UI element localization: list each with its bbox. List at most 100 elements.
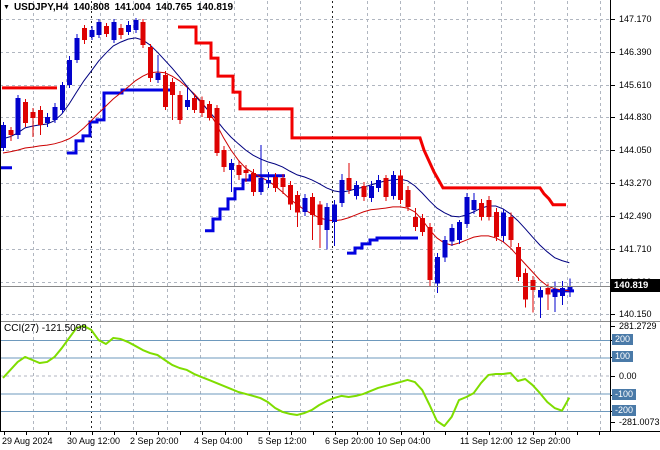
cci-axis-label: 0.00 (619, 371, 637, 381)
candle-bear (214, 108, 220, 154)
candle-bull (464, 197, 470, 225)
candle-bull (552, 288, 558, 297)
candle-bull (89, 29, 95, 38)
cci-level-badge: -200 (612, 405, 637, 416)
candle-bear (192, 98, 198, 111)
candle-bull (265, 179, 271, 184)
time-axis-label: 6 Sep 20:00 (325, 436, 374, 446)
candle-bull (15, 98, 21, 135)
candle-bull (1, 124, 6, 149)
candle-bear (317, 204, 323, 225)
candle-bear (295, 195, 301, 213)
candle-bull (354, 184, 360, 196)
candle-bull (457, 221, 463, 241)
candle-bear (383, 177, 389, 198)
candle-bear (427, 227, 433, 280)
candle-bull (229, 163, 235, 170)
price-axis-label: 145.610 (619, 80, 652, 90)
support-step-line (67, 88, 170, 155)
candle-bull (67, 60, 73, 85)
time-axis-label: 29 Aug 2024 (2, 436, 53, 446)
time-axis-label: 4 Sep 04:00 (194, 436, 243, 446)
cci-levels-layer (0, 339, 610, 413)
candle-bull (111, 21, 117, 41)
candle-bear (508, 216, 514, 241)
resistance-step-line (178, 25, 566, 207)
time-axis-label: 30 Aug 12:00 (67, 436, 121, 446)
candle-bear (103, 26, 109, 35)
trend-lines-layer (0, 25, 574, 293)
candle-bull (442, 240, 448, 258)
frame-layer (0, 0, 660, 435)
candle-bear (81, 27, 87, 41)
candle-bear (398, 175, 404, 201)
ma-slow-line (2, 71, 570, 292)
candle-bear (545, 287, 551, 295)
candle-bear (346, 177, 352, 191)
candle-bull (567, 285, 573, 290)
candle-bear (37, 110, 43, 125)
current-price-badge: 140.819 (611, 279, 660, 292)
candle-bull (302, 198, 308, 212)
candle-bull (449, 227, 455, 242)
candle-bear (30, 111, 36, 118)
candles-layer (1, 18, 573, 318)
candle-bull (74, 37, 80, 61)
symbol-period-label: USDJPY,H4 (13, 2, 69, 13)
cci-line (2, 324, 571, 427)
candle-bear (479, 203, 485, 217)
ohlc-high: 141.004 (114, 2, 151, 13)
price-axis-label: 144.830 (619, 112, 652, 122)
candle-bear (273, 177, 279, 188)
candle-bear (8, 129, 14, 135)
candle-bear (309, 197, 315, 215)
candle-bull (184, 100, 190, 107)
candle-bear (515, 246, 521, 278)
candle-bear (280, 177, 286, 188)
candle-bull (368, 185, 374, 199)
time-axis-label: 12 Sep 20:00 (517, 436, 571, 446)
candle-bear (405, 190, 411, 207)
candle-bull (59, 84, 65, 111)
candle-bull (96, 21, 102, 35)
candle-bull (339, 179, 345, 204)
candle-bear (420, 217, 426, 233)
price-axis-label: 143.270 (619, 178, 652, 188)
price-axis-label: 141.710 (619, 244, 652, 254)
candle-bear (412, 216, 418, 228)
cci-level-badge: -100 (612, 389, 637, 400)
time-axis-label: 10 Sep 04:00 (377, 436, 431, 446)
cci-axis-label: -281.0073 (619, 417, 660, 427)
candle-bear (206, 103, 212, 118)
time-axis-label: 5 Sep 12:00 (258, 436, 307, 446)
time-axis-label: 11 Sep 12:00 (460, 436, 513, 446)
cci-line-layer (2, 324, 571, 427)
cci-level-badge: 100 (612, 351, 634, 362)
candle-bear (199, 100, 205, 114)
candle-bull (537, 290, 543, 298)
candle-bear (486, 200, 492, 217)
candle-bull (52, 106, 58, 120)
candle-bear (177, 95, 183, 120)
candle-bear (140, 21, 146, 46)
candle-bear (170, 82, 176, 96)
price-axis-label: 142.490 (619, 211, 652, 221)
candle-bear (251, 172, 257, 193)
candle-bull (471, 200, 477, 210)
candle-bear (287, 184, 293, 205)
candle-bull (501, 212, 507, 236)
chart-title: ▼ USDJPY,H4 140.808 141.004 140.765 140.819 (3, 2, 233, 13)
candle-bear (23, 101, 29, 123)
ohlc-open: 140.808 (73, 2, 110, 13)
candle-bull (126, 24, 132, 33)
ohlc-low: 140.765 (155, 2, 192, 13)
time-axis-label: 2 Sep 20:00 (130, 436, 179, 446)
candle-bull (155, 72, 161, 80)
candle-bear (148, 47, 154, 78)
candle-bear (162, 74, 168, 107)
candle-bear (361, 185, 367, 198)
candle-bull (324, 206, 330, 230)
candle-bull (390, 174, 396, 196)
